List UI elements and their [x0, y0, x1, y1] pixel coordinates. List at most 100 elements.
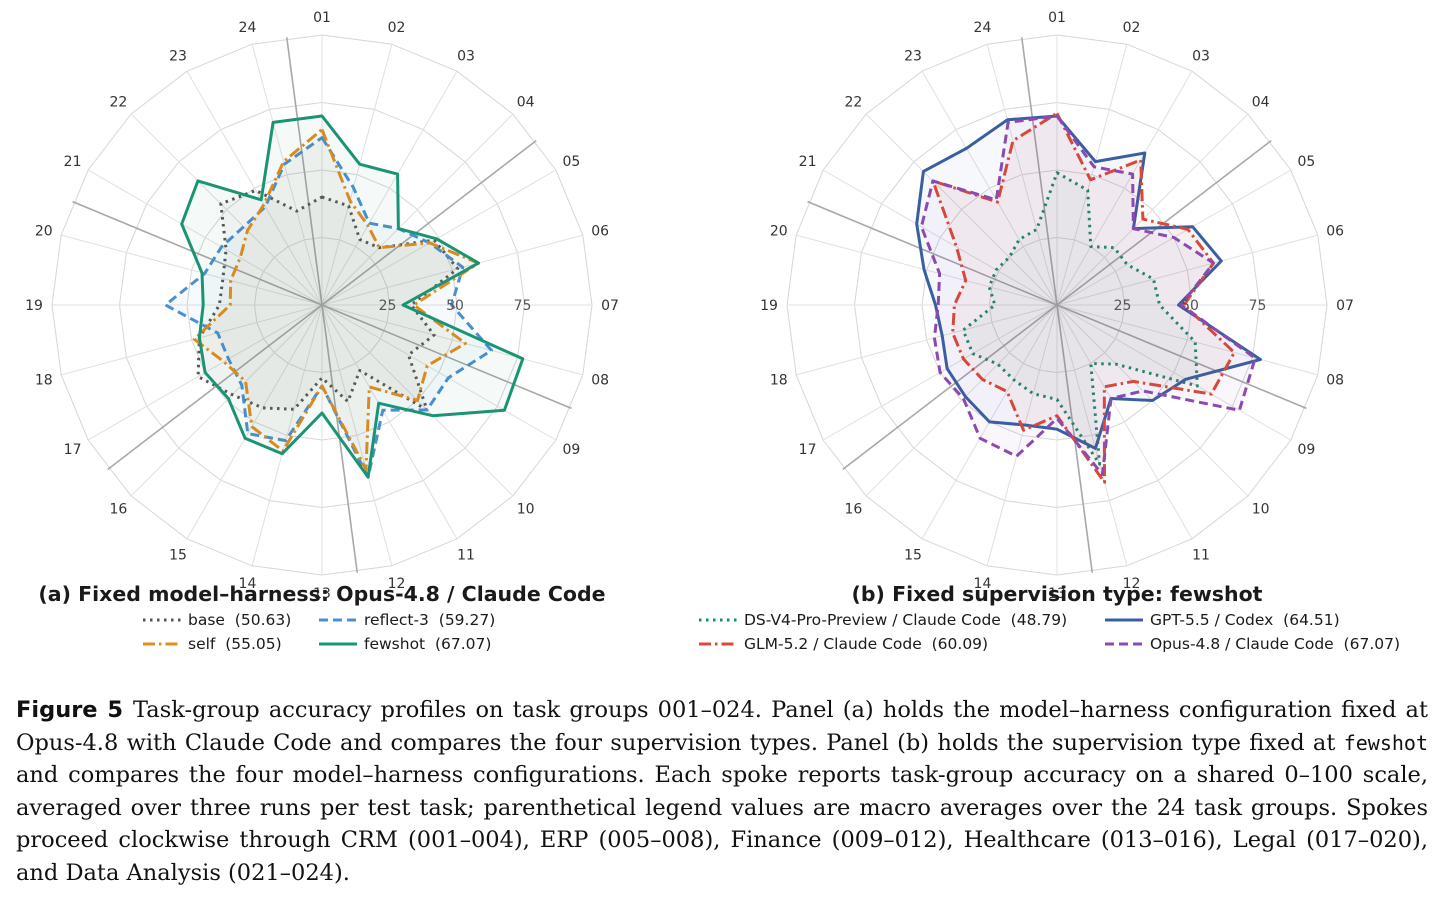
radar-category-label: 06	[1326, 223, 1344, 239]
radar-group-separator	[842, 304, 1058, 471]
radar-category-label: 08	[1326, 373, 1344, 389]
radar-spoke	[1056, 44, 1128, 306]
radar-category-label: 14	[239, 576, 257, 592]
legend-swatch	[143, 642, 181, 646]
radar-category-label: 03	[1192, 49, 1210, 65]
radar-category-label: 17	[799, 442, 817, 458]
radar-spoke	[1056, 304, 1193, 540]
radar-spoke	[321, 234, 583, 306]
panel-a-title: (a) Fixed model–harness: Opus-4.8 / Clau…	[38, 582, 606, 606]
legend-label: fewshot (67.07)	[364, 635, 492, 653]
legend-label: DS-V4-Pro-Preview / Claude Code (48.79)	[744, 611, 1068, 629]
radar-spoke	[186, 304, 323, 540]
legend-label: GLM-5.2 / Claude Code (60.09)	[744, 635, 989, 653]
radar-category-label: 19	[760, 298, 778, 314]
radar-spoke	[130, 113, 323, 306]
radar-spoke	[87, 169, 323, 306]
radar-category-label: 11	[457, 547, 475, 563]
radar-category-label: 05	[563, 154, 581, 170]
radar-spoke	[1056, 70, 1193, 306]
radar-category-label: 09	[1298, 442, 1316, 458]
radar-category-label: 18	[770, 373, 788, 389]
radar-category-label: 21	[64, 154, 82, 170]
radar-radial-tick: 25	[1114, 298, 1132, 314]
radar-category-label: 04	[1252, 94, 1270, 110]
radar-series-3	[919, 114, 1257, 476]
radar-category-label: 24	[239, 20, 257, 36]
radar-category-label: 12	[1123, 576, 1141, 592]
radar-radial-tick: 50	[1181, 298, 1199, 314]
radar-spoke	[321, 70, 458, 306]
caption-label: Figure 5	[16, 697, 124, 723]
radar-radial-tick: 50	[446, 298, 464, 314]
radar-category-label: 13	[313, 586, 331, 600]
radar-spoke	[865, 304, 1058, 497]
radar-spoke	[1056, 234, 1318, 306]
radar-series-3	[180, 114, 525, 479]
radar-category-label: 04	[517, 94, 535, 110]
radar-category-label: 15	[904, 547, 922, 563]
radar-spoke	[796, 234, 1058, 306]
radar-category-label: 07	[1336, 298, 1354, 314]
legend-swatch	[1105, 618, 1143, 622]
radar-panel-1: 01 02 03 04 05 06 07 08 09 10 11 12 13 14 15 16 17 18 19 20…	[760, 10, 1354, 600]
legend-swatch	[319, 642, 357, 646]
radar-category-label: 21	[799, 154, 817, 170]
radar-category-label: 16	[109, 502, 127, 518]
radar-spoke	[321, 113, 514, 306]
radar-category-label: 20	[770, 223, 788, 239]
figure-caption: Figure 5 Task-group accuracy profiles on …	[16, 694, 1428, 890]
legend-label: Opus-4.8 / Claude Code (67.07)	[1150, 635, 1401, 653]
radar-radial-tick: 25	[379, 298, 397, 314]
radar-spoke	[321, 304, 458, 540]
caption-code: fewshot	[1343, 730, 1428, 755]
radar-category-label: 02	[1123, 20, 1141, 36]
radar-radial-tick: 75	[1249, 298, 1267, 314]
radar-radial-tick: 75	[514, 298, 532, 314]
radar-group-separator	[72, 200, 323, 306]
legend-swatch	[699, 642, 737, 646]
radar-category-label: 12	[388, 576, 406, 592]
radar-group-separator	[321, 139, 537, 306]
radar-series-0	[196, 188, 460, 412]
radar-group-separator	[107, 304, 323, 471]
radar-spoke	[321, 44, 393, 306]
radar-spoke	[822, 169, 1058, 306]
legend-swatch	[319, 618, 357, 622]
radar-spoke	[321, 304, 583, 376]
panel-b-title: (b) Fixed supervision type: fewshot	[851, 582, 1263, 606]
radar-category-label: 18	[35, 373, 53, 389]
radar-group-separator	[1020, 37, 1058, 306]
radar-category-label: 09	[563, 442, 581, 458]
radar-spoke	[321, 304, 393, 566]
radar-category-label: 15	[169, 547, 187, 563]
radar-spoke	[1056, 304, 1292, 441]
radar-group-separator	[321, 304, 572, 410]
radar-group-separator	[807, 200, 1058, 306]
legend-label: GPT-5.5 / Codex (64.51)	[1150, 611, 1340, 629]
radar-charts-svg: 01 02 03 04 05 06 07 08 09 10 11 12 13 14 15 16 17 18 19 20…	[25, 10, 1354, 600]
radar-series-1	[915, 114, 1262, 450]
radar-spoke	[1056, 304, 1318, 376]
radar-spoke	[796, 304, 1058, 376]
radar-spoke	[130, 304, 323, 497]
legend-label: self (55.05)	[188, 635, 282, 653]
radar-category-label: 23	[904, 49, 922, 65]
radar-series-2	[192, 128, 480, 471]
radar-category-label: 01	[1048, 10, 1066, 26]
radar-category-label: 23	[169, 49, 187, 65]
radar-series-2	[931, 111, 1236, 484]
radar-category-label: 06	[591, 223, 609, 239]
radar-category-label: 22	[109, 94, 127, 110]
radar-category-label: 24	[974, 20, 992, 36]
radar-spoke	[865, 113, 1058, 306]
legend-swatch	[1105, 642, 1143, 646]
radar-spoke	[251, 44, 323, 306]
radar-series-0	[961, 171, 1199, 466]
caption-text-2: and compares the four model–harness conf…	[16, 762, 1428, 886]
legend-label: base (50.63)	[188, 611, 292, 629]
radar-spoke	[1056, 113, 1249, 306]
radar-category-label: 01	[313, 10, 331, 26]
radar-spoke	[61, 234, 323, 306]
radar-category-label: 05	[1298, 154, 1316, 170]
